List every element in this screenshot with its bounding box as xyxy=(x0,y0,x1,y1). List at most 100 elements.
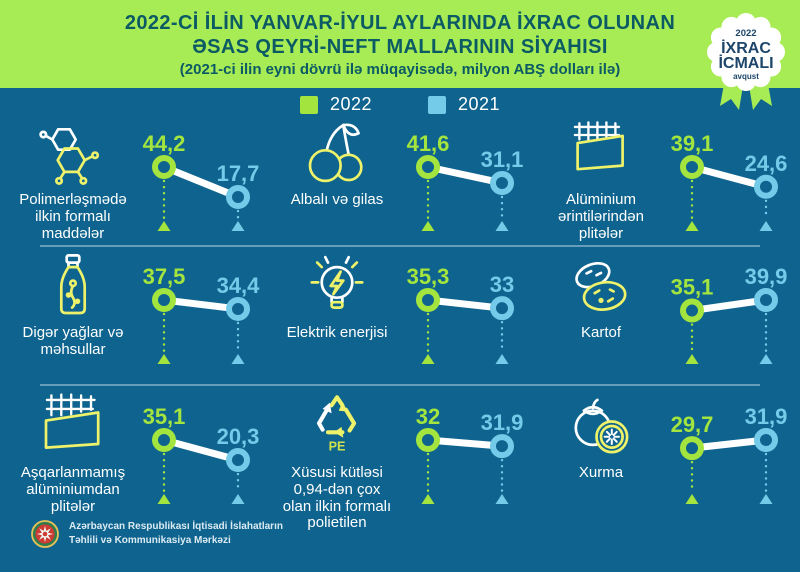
marker-triangle-2021 xyxy=(231,354,245,364)
export-item-alum-plate: Aşqarlanmamış alüminiumdan plitələr 35,1 2… xyxy=(10,385,274,535)
item-info: Polimerləşmədə ilkin formalı maddələr xyxy=(16,117,130,242)
slope-chart: 41,6 31,1 xyxy=(407,131,523,231)
item-label: Polimerləşmədə ilkin formalı maddələr xyxy=(19,191,127,242)
point-2022 xyxy=(680,298,704,323)
footer-org-line1: Azərbaycan Respublikası İqtisadi İslahat… xyxy=(69,521,283,532)
marker-triangle-2021 xyxy=(495,354,509,364)
item-label: Xurma xyxy=(578,464,624,481)
item-info: Aşqarlanmamış alüminiumdan plitələr xyxy=(16,390,130,515)
marker-triangle-2021 xyxy=(495,221,509,231)
award-badge: 2022 İXRAC İCMALI avqust xyxy=(694,4,798,116)
aluminium-plate-icon xyxy=(573,121,624,171)
marker-triangle-2022 xyxy=(685,354,699,364)
point-2021 xyxy=(490,296,514,321)
value-2022: 35,1 xyxy=(671,275,714,300)
marker-triangle-2021 xyxy=(759,221,773,231)
item-info: Alüminium ərintilərindən plitələr xyxy=(544,117,658,242)
trend-line xyxy=(688,296,770,315)
value-2021: 17,7 xyxy=(217,161,260,186)
badge-year: 2022 xyxy=(735,28,756,39)
badge-month: avqust xyxy=(733,72,759,81)
value-2022: 35,1 xyxy=(143,404,186,429)
trend-line xyxy=(688,163,770,191)
slope-chart: 29,7 31,9 xyxy=(671,404,787,504)
item-label: Alüminium ərintilərindən plitələr xyxy=(558,191,644,242)
legend-item-2021: 2021 xyxy=(428,94,500,115)
potatoes-icon xyxy=(575,261,627,311)
value-2022: 32 xyxy=(416,404,440,429)
value-2021: 33 xyxy=(490,272,514,297)
point-2021 xyxy=(754,288,778,312)
badge-rosette-icon: 2022 İXRAC İCMALI avqust xyxy=(707,13,785,110)
trend-line xyxy=(688,436,770,452)
slope-chart: 39,1 24,6 xyxy=(671,131,788,231)
point-2021 xyxy=(226,296,250,321)
item-label: Elektrik enerjisi xyxy=(286,324,388,341)
slope-chart: 32 31,9 xyxy=(416,404,524,504)
point-2022 xyxy=(680,436,704,461)
item-label: Aşqarlanmamış alüminiumdan plitələr xyxy=(20,464,126,515)
trend-line xyxy=(160,296,242,313)
footer-org-line2: Təhlili və Kommunikasiya Mərkəzi xyxy=(69,535,231,546)
slope-chart: 35,1 20,3 xyxy=(143,404,260,504)
point-2021 xyxy=(226,185,250,209)
item-info: Xurma xyxy=(544,390,658,482)
legend-label-2022: 2022 xyxy=(329,94,372,114)
value-2021: 31,9 xyxy=(481,410,524,435)
point-2022 xyxy=(152,288,176,312)
item-info: Elektrik enerjisi xyxy=(280,250,394,342)
value-2021: 20,3 xyxy=(217,424,260,449)
marker-triangle-2022 xyxy=(157,221,171,231)
point-2022 xyxy=(152,155,176,179)
marker-triangle-2021 xyxy=(759,354,773,364)
marker-triangle-2022 xyxy=(157,354,171,364)
point-2021 xyxy=(754,428,778,452)
point-2022 xyxy=(152,428,176,452)
marker-triangle-2021 xyxy=(231,221,245,231)
legend-swatch-2022 xyxy=(299,95,318,114)
item-info: Kartof xyxy=(544,250,658,342)
export-item-molecule: Polimerləşmədə ilkin formalı maddələr 44,… xyxy=(10,112,274,245)
export-item-persimmon: Xurma 29,7 31,9 xyxy=(538,385,800,535)
point-2022 xyxy=(416,288,440,312)
slope-chart: 37,5 34,4 xyxy=(143,264,260,364)
value-2022: 29,7 xyxy=(671,412,714,437)
item-info: Albalı və gilas xyxy=(280,117,394,209)
title-line-1: 2022-Cİ İLİN YANVAR-İYUL AYLARINDA İXRAC… xyxy=(124,11,676,34)
point-2022 xyxy=(680,155,704,179)
legend-label-2021: 2021 xyxy=(458,94,501,114)
marker-triangle-2022 xyxy=(421,221,435,231)
marker-triangle-2022 xyxy=(157,494,171,504)
value-2022: 39,1 xyxy=(671,131,714,156)
title-line-2: ƏSAS QEYRİ-NEFT MALLARININ SİYAHISI xyxy=(192,35,608,58)
value-2021: 24,6 xyxy=(745,151,788,176)
value-2022: 41,6 xyxy=(407,131,450,156)
export-item-light-bulb: Elektrik enerjisi 35,3 33 xyxy=(274,245,538,385)
export-item-cherries: Albalı və gilas 41,6 31,1 xyxy=(274,112,538,245)
trend-line xyxy=(424,296,506,312)
row-divider xyxy=(40,384,760,386)
slope-chart: 35,1 39,9 xyxy=(671,264,788,364)
aluminium-sheet-icon xyxy=(44,393,100,449)
recycle-pe-icon: PE xyxy=(316,395,357,453)
footer: Azərbaycan Respublikası İqtisadi İslahat… xyxy=(30,519,283,549)
title-banner: 2022-Cİ İLİN YANVAR-İYUL AYLARINDA İXRAC… xyxy=(0,0,800,88)
cherries-icon xyxy=(308,123,363,183)
value-2021: 39,9 xyxy=(745,264,788,289)
item-info: Digər yağlar və məhsullar xyxy=(16,250,130,359)
point-2021 xyxy=(754,174,778,199)
badge-title-line2: İCMALI xyxy=(718,54,773,72)
trend-line xyxy=(160,436,242,464)
title-subtitle: (2021-ci ilin eyni dövrü ilə müqayisədə,… xyxy=(179,60,621,78)
slope-chart: 35,3 33 xyxy=(407,264,514,364)
point-2021 xyxy=(226,448,250,473)
point-2021 xyxy=(490,434,514,459)
legend: 2022 2021 xyxy=(0,94,800,115)
marker-triangle-2021 xyxy=(759,494,773,504)
trend-line xyxy=(424,436,506,450)
value-2022: 37,5 xyxy=(143,264,186,289)
molecule-icon xyxy=(39,127,100,185)
item-label: Xüsusi kütləsi 0,94-dən çox olan ilkin f… xyxy=(282,464,392,532)
marker-triangle-2021 xyxy=(231,494,245,504)
item-label: Kartof xyxy=(580,324,622,341)
